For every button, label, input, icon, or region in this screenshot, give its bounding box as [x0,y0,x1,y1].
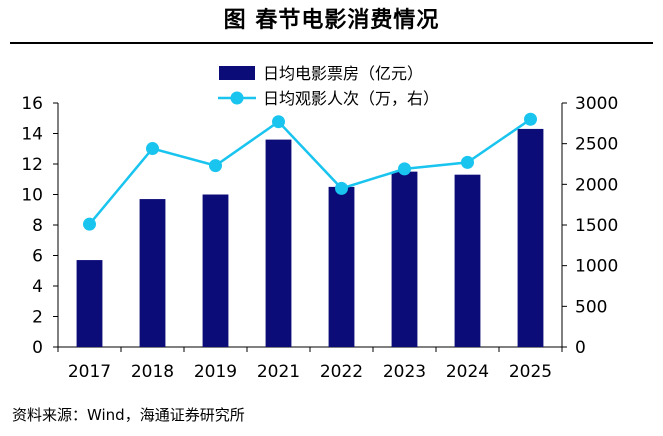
line-point [398,162,411,176]
left-tick-label: 16 [21,94,43,114]
bar [139,199,166,347]
left-tick-label: 2 [32,308,43,328]
x-tick-label: 2019 [194,362,237,382]
source-note: 资料来源：Wind，海通证券研究所 [12,406,245,424]
combo-chart: 0 2 4 6 8 10 12 14 16 0 500 1000 1500 2000 2500 3000 201… [21,64,618,382]
x-tick-label: 2021 [257,362,300,382]
bar [76,260,103,347]
legend-bar-label: 日均电影票房（亿元） [263,64,423,83]
left-tick-label: 12 [21,155,43,175]
line-point [209,159,222,173]
bar [202,194,229,347]
x-tick-label: 2022 [320,362,363,382]
bar [265,139,292,347]
legend-line-label: 日均观影人次（万，右） [263,89,439,108]
left-tick-label: 8 [32,216,43,236]
legend-line-marker [230,91,244,105]
line-point [146,142,159,156]
line-point [83,217,96,231]
x-tick-label: 2018 [131,362,174,382]
line-point [272,115,285,129]
right-tick-label: 0 [575,338,586,358]
bar [391,171,418,347]
line-point [524,112,537,126]
right-tick-label: 1000 [575,257,618,277]
bar [517,128,544,347]
line-point [461,155,474,169]
right-tick-label: 2500 [575,135,618,155]
right-tick-label: 500 [575,297,607,317]
figure-title: 图 春节电影消费情况 [223,7,440,33]
left-tick-label: 14 [21,125,43,145]
left-tick-label: 0 [32,338,43,358]
x-tick-label: 2025 [509,362,552,382]
right-tick-label: 1500 [575,216,618,236]
title-divider [10,42,653,44]
x-tick-label: 2017 [68,362,111,382]
x-tick-label: 2023 [383,362,426,382]
bar [454,174,481,347]
left-tick-label: 6 [32,247,43,267]
left-tick-label: 10 [21,186,43,206]
line-point [335,181,348,195]
line-series [88,118,532,225]
right-tick-label: 3000 [575,94,618,114]
left-tick-label: 4 [32,277,43,297]
bar [328,186,355,347]
right-tick-label: 2000 [575,175,618,195]
legend-bar-swatch [219,66,255,80]
x-tick-label: 2024 [446,362,489,382]
